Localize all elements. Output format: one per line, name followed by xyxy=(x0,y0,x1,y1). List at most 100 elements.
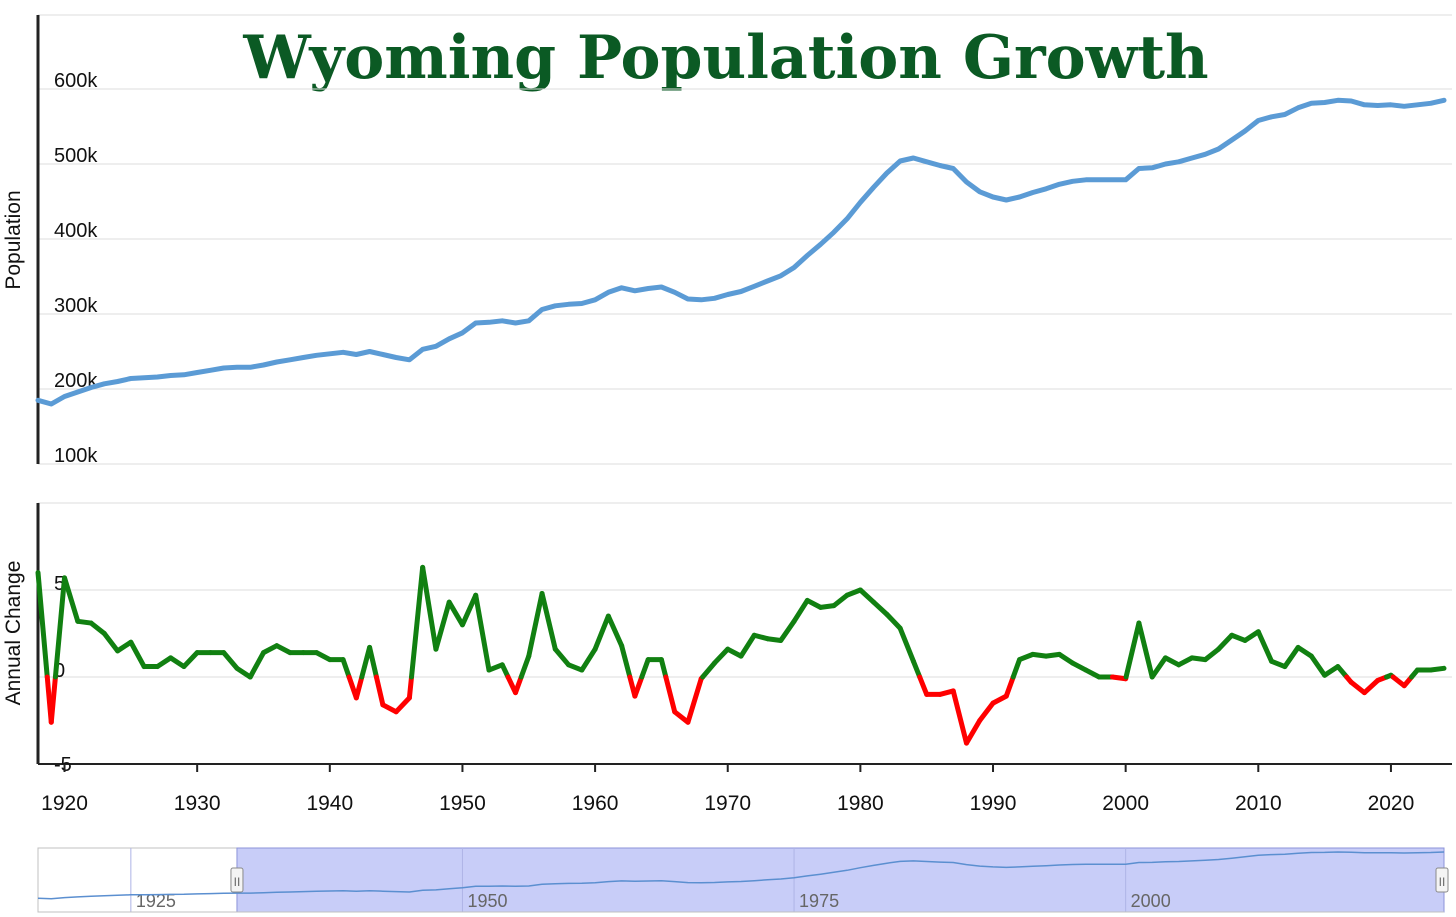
change-segment xyxy=(857,587,877,605)
change-segment xyxy=(632,674,645,699)
change-segment xyxy=(1348,679,1367,696)
change-segment xyxy=(663,674,678,715)
change-segment xyxy=(459,592,479,628)
change-segment xyxy=(88,620,107,636)
change-segment xyxy=(1123,620,1142,680)
annual-change-series xyxy=(35,564,1447,746)
change-segment xyxy=(1282,644,1301,670)
x-tick-1980: 1980 xyxy=(837,792,884,815)
y-tick-500k: 500k xyxy=(54,145,98,167)
year-x-axis: 1920 1930 1940 1950 1960 1970 1980 1990 2000 2010… xyxy=(41,764,1414,815)
change-segment xyxy=(234,665,253,680)
navigator-left-handle[interactable] xyxy=(230,867,244,893)
navigator-right-handle-label: II xyxy=(1439,875,1446,889)
change-segment xyxy=(128,639,147,670)
change-segment xyxy=(353,674,365,701)
range-navigator[interactable]: 1925 1950 1975 2000 II II xyxy=(37,847,1449,913)
change-segment xyxy=(1010,657,1023,680)
population-axis-title: Population xyxy=(2,190,25,289)
change-segment xyxy=(409,564,426,680)
change-segment xyxy=(897,625,916,664)
change-segment xyxy=(579,646,598,673)
change-segment xyxy=(539,590,558,652)
y-tick--5: -5 xyxy=(54,754,72,776)
y-tick-600k: 600k xyxy=(54,70,98,92)
change-segment xyxy=(373,674,386,708)
change-segment xyxy=(513,674,524,696)
change-segment xyxy=(1295,644,1314,659)
navigator-right-handle[interactable] xyxy=(1435,867,1449,893)
navigator-left-handle-label: II xyxy=(234,875,241,889)
change-segment xyxy=(910,658,923,680)
x-tick-1930: 1930 xyxy=(174,792,221,815)
change-segment xyxy=(420,564,439,652)
y-tick-300k: 300k xyxy=(54,295,98,317)
change-segment xyxy=(101,631,121,654)
x-tick-1950: 1950 xyxy=(439,792,486,815)
change-segment xyxy=(711,646,731,666)
change-segment xyxy=(1056,651,1076,666)
change-segment xyxy=(1216,632,1235,652)
population-line xyxy=(35,97,1447,407)
chart-title: Wyoming Population Growth xyxy=(242,23,1208,93)
change-segment xyxy=(52,575,68,680)
x-tick-1920: 1920 xyxy=(41,792,88,815)
change-segment xyxy=(340,657,352,680)
change-segment xyxy=(1202,646,1222,663)
navigator-tick-1925: 1925 xyxy=(136,891,176,911)
x-tick-1970: 1970 xyxy=(704,792,751,815)
change-segment xyxy=(181,650,200,670)
change-segment xyxy=(1149,655,1168,680)
change-segment xyxy=(473,592,492,673)
change-segment xyxy=(526,590,545,659)
x-tick-1960: 1960 xyxy=(572,792,619,815)
change-segment xyxy=(1242,629,1261,643)
change-segment xyxy=(738,632,757,659)
change-segment xyxy=(367,644,379,680)
x-tick-1940: 1940 xyxy=(306,792,353,815)
change-segment xyxy=(433,599,452,652)
x-tick-1990: 1990 xyxy=(970,792,1017,815)
change-segment xyxy=(977,700,996,723)
y-tick-5: 5 xyxy=(54,573,65,595)
change-segment xyxy=(1308,653,1328,678)
change-segment xyxy=(831,592,850,609)
change-segment xyxy=(592,613,611,652)
annual-change-y-ticks: -5 0 5 xyxy=(54,573,72,776)
change-segment xyxy=(168,655,187,670)
change-segment xyxy=(1255,629,1275,664)
change-segment xyxy=(639,657,651,680)
change-segment xyxy=(884,611,903,631)
change-segment xyxy=(791,597,810,624)
x-tick-2000: 2000 xyxy=(1102,792,1149,815)
y-tick-0: 0 xyxy=(54,660,65,682)
change-segment xyxy=(1322,664,1341,678)
change-segment xyxy=(154,655,174,670)
change-segment xyxy=(1003,674,1016,699)
change-segment xyxy=(672,709,691,725)
change-segment xyxy=(619,643,633,680)
change-segment xyxy=(552,646,572,668)
x-tick-2020: 2020 xyxy=(1368,792,1415,815)
navigator-line xyxy=(37,851,1445,900)
navigator-selection xyxy=(236,847,1445,913)
annual-change-axis-title: Annual Change xyxy=(2,561,25,706)
change-segment xyxy=(48,674,58,725)
change-segment xyxy=(247,650,266,680)
change-segment xyxy=(35,570,50,680)
x-tick-2010: 2010 xyxy=(1235,792,1282,815)
change-segment xyxy=(917,674,930,697)
annual-change-gridlines xyxy=(38,502,1452,765)
y-tick-100k: 100k xyxy=(54,445,98,467)
change-segment xyxy=(963,718,983,746)
change-segment xyxy=(658,657,669,680)
change-segment xyxy=(393,695,412,715)
change-segment xyxy=(1136,620,1155,680)
change-segment xyxy=(115,639,134,654)
change-segment xyxy=(685,676,704,725)
navigator-tick-1950: 1950 xyxy=(467,891,507,911)
navigator-tick-2000: 2000 xyxy=(1131,891,1171,911)
change-segment xyxy=(62,575,81,624)
